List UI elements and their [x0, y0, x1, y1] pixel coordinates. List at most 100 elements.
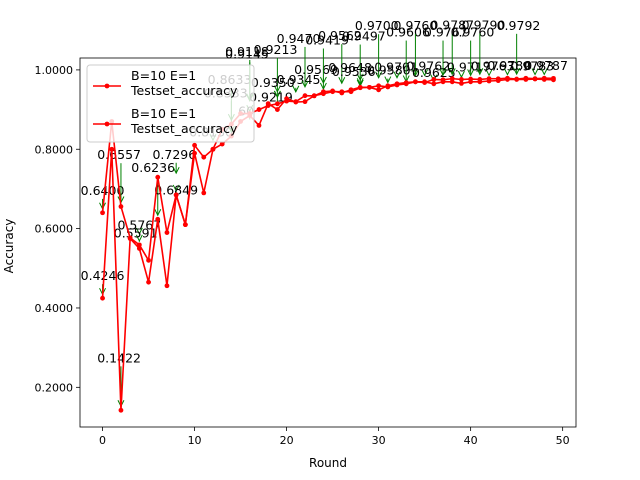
annotation-label: 0.9648 [328, 60, 372, 75]
series-2 [100, 76, 556, 413]
annotation-label: 0.7296 [152, 147, 196, 162]
annotation-label: 0.9145 [225, 46, 269, 61]
data-point [431, 77, 437, 82]
x-tick-label: 20 [280, 434, 294, 447]
axes-frame [79, 57, 577, 428]
data-point [541, 77, 547, 82]
annotation-arrowhead [411, 69, 419, 77]
data-point [403, 81, 409, 87]
annotation-label: 0.9790 [462, 17, 506, 32]
y-tick-label: 0.2000 [35, 381, 74, 394]
legend-label: B=10 E=1 Testset_accuracy [130, 106, 238, 136]
legend-box [86, 64, 255, 143]
data-point [514, 77, 520, 82]
annotation-arrowhead [273, 85, 281, 93]
annotation-label: 0.9219 [249, 90, 293, 105]
data-point [302, 93, 308, 99]
annotation-label: 0.9580 [367, 63, 411, 78]
data-point [477, 79, 483, 85]
data-point [523, 77, 529, 82]
annotation-arrowhead [375, 71, 383, 79]
annotation-label: 0.9783 [510, 58, 554, 73]
annotation-label: 0.9787 [524, 58, 568, 73]
annotation-arrowhead [135, 234, 143, 242]
annotation-arrowhead [154, 209, 162, 217]
annotation-label: 0.9701 [374, 59, 418, 74]
data-point [302, 99, 308, 105]
data-point [118, 204, 124, 209]
data-point [376, 83, 382, 89]
data-point [274, 107, 280, 112]
data-point [274, 101, 280, 107]
annotation-arrowhead [513, 67, 521, 76]
annotation-arrowhead [393, 71, 401, 79]
x-tick-label: 50 [556, 434, 570, 447]
y-axis-label: Accuracy [2, 219, 16, 274]
annotation-label: 0.9345 [277, 72, 321, 87]
annotation-arrowhead [531, 68, 539, 76]
data-point [449, 79, 455, 85]
data-point [311, 93, 317, 99]
annotation-arrowhead [135, 227, 143, 235]
data-point [192, 150, 197, 156]
plot-area-border [79, 57, 577, 428]
annotation-arrowhead [292, 85, 300, 94]
data-point [551, 77, 556, 83]
annotation-label: 0.9419 [305, 33, 349, 48]
annotation-label: 0.9350 [251, 75, 295, 90]
data-point [320, 91, 326, 97]
y-tick-label: 0.6000 [35, 223, 74, 236]
data-point [256, 107, 262, 112]
annotation-arrowhead [172, 184, 180, 193]
x-axis-label: Round [309, 456, 347, 470]
data-point [210, 146, 216, 152]
data-point [146, 279, 151, 285]
y-tick-label: 1.0000 [35, 64, 74, 77]
data-point [164, 230, 170, 235]
annotation-arrowhead [384, 76, 392, 84]
annotation-arrowhead [439, 68, 447, 77]
data-point [164, 283, 170, 289]
annotation-label: 0.9213 [254, 42, 298, 57]
data-point [459, 80, 464, 86]
legend-swatch-marker [104, 83, 110, 89]
annotation-label: 0.9606 [386, 25, 430, 40]
data-point [219, 141, 225, 147]
data-point [367, 84, 372, 90]
annotation-label: 0.5767 [117, 217, 161, 232]
data-point [146, 257, 151, 263]
data-point [339, 89, 345, 95]
annotation-arrowhead [448, 68, 456, 76]
data-point [136, 246, 142, 251]
annotation-label: 0.9760 [394, 18, 438, 33]
data-point [293, 99, 299, 105]
data-point [173, 192, 179, 198]
series-layer [100, 75, 556, 413]
data-point [109, 146, 115, 152]
legend-swatch-marker [104, 121, 110, 127]
annotation-arrowhead [338, 77, 346, 85]
data-point [394, 82, 400, 88]
y-tick-label: 0.8000 [35, 143, 74, 156]
y-tick-label: 0.4000 [35, 302, 74, 315]
data-point [440, 79, 446, 85]
x-tick-label: 40 [464, 434, 478, 447]
annotation-arrowhead [273, 90, 281, 99]
data-point [376, 87, 382, 93]
data-point [265, 101, 271, 107]
data-point [459, 77, 464, 82]
data-point [155, 174, 161, 180]
annotation-label: 0.4246 [81, 268, 125, 283]
annotation-arrowhead [503, 68, 511, 76]
data-point [532, 76, 538, 82]
data-point [486, 78, 492, 84]
x-tick-label: 10 [188, 434, 202, 447]
annotation-arrowhead [421, 69, 429, 77]
data-point [182, 222, 188, 228]
data-point [505, 77, 510, 82]
data-point [330, 89, 336, 95]
x-tick-label: 30 [372, 434, 386, 447]
annotation-label: 0.6236 [131, 160, 175, 175]
data-point [357, 85, 363, 91]
